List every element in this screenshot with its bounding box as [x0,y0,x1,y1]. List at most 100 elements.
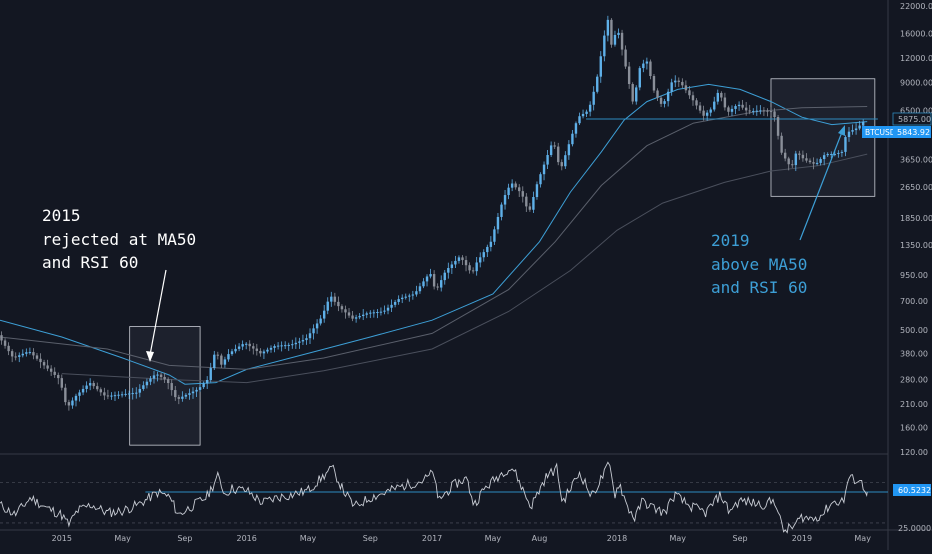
candle-body [0,335,3,341]
candle-body [599,56,602,77]
candle-body [74,395,78,401]
candle-body [106,395,110,397]
candle-body [354,317,358,319]
candle-body [145,381,149,386]
candle-body [198,387,202,390]
x-tick-label: May [114,534,131,543]
candles [0,15,865,411]
candle-body [737,104,741,107]
candle-body [734,106,737,109]
highlight-boxes [129,78,876,446]
candle-body [46,365,49,369]
candle-body [574,123,578,134]
candle-body [482,252,485,258]
line-ma200 [61,153,868,384]
candle-body [347,312,351,316]
candle-body [276,345,280,347]
candle-body [273,346,276,348]
candle-body [35,355,39,359]
candle-body [503,195,507,205]
candle-body [479,257,482,263]
candle-body [833,153,837,155]
candle-body [383,310,386,312]
right-arrow-head [838,125,845,136]
annotations: 2015 rejected at MA50 and RSI 60 2019 ab… [42,125,845,362]
candle-body [663,101,666,104]
candle-body [223,359,227,365]
candle-body [830,154,833,156]
candle-body [25,352,28,354]
candle-body [588,104,592,112]
candle-body [808,160,812,163]
left-annotation-line-3: and RSI 60 [42,253,138,272]
candle-body [457,257,461,261]
candle-body [468,265,471,271]
candle-body [525,196,528,207]
y-tick-label: 500.00 [900,326,928,335]
left-annotation-line-1: 2015 [42,206,81,225]
candle-body [390,304,393,308]
candle-body [67,402,71,406]
candle-body [631,84,634,102]
candle-body [606,19,610,36]
candle-body [411,294,415,296]
candle-body [705,112,709,116]
candle-body [840,151,844,153]
candle-body [422,281,425,287]
candle-body [762,110,766,112]
candle-body [691,95,695,101]
candle-body [652,76,656,91]
candle-body [805,158,808,161]
candle-body [195,389,198,392]
symbol-tag-text: BTCUSD [865,128,896,137]
y-tick-label: 950.00 [900,271,928,280]
candle-body [624,49,627,67]
candle-body [666,91,670,102]
candle-body [748,110,751,112]
y-tick-label: 160.00 [900,423,928,432]
candle-body [837,152,840,154]
candle-body [230,351,234,355]
candle-body [262,351,266,354]
x-tick-label: May [854,534,871,543]
candle-body [156,374,159,376]
candle-body [720,92,723,98]
candle-body [787,158,790,165]
candle-body [791,164,794,166]
candle-body [386,307,390,311]
candle-body [425,276,429,282]
level-tag-bg [892,112,932,126]
candle-body [844,137,847,152]
candle-body [234,348,237,352]
rsi-panel [0,461,888,534]
candle-body [53,371,56,375]
line-ma100 [0,106,868,370]
candle-body [432,274,436,287]
y-tick-label: 280.00 [900,375,928,384]
candle-body [142,385,145,389]
candle-body [369,312,372,314]
symbol-tag-bg [862,126,893,138]
candle-body [408,295,411,297]
candle-body [581,113,585,117]
candle-body [57,374,60,379]
candle-body [49,368,53,372]
candle-body [645,61,649,64]
candle-body [18,355,21,357]
candle-body [181,396,184,399]
candle-body [776,117,780,136]
candle-body [649,61,652,77]
candle-body [312,328,315,334]
x-tick-label: 2015 [52,534,72,543]
y-tick-label: 9000.00 [900,78,932,87]
candle-body [766,110,769,112]
candle-body [613,34,617,45]
x-tick-label: Sep [177,534,192,543]
x-tick-label: May [670,534,687,543]
candle-body [340,306,344,310]
candle-body [493,229,496,242]
rsi-tick-label: 25.0000 [898,524,931,533]
candle-body [131,393,134,395]
